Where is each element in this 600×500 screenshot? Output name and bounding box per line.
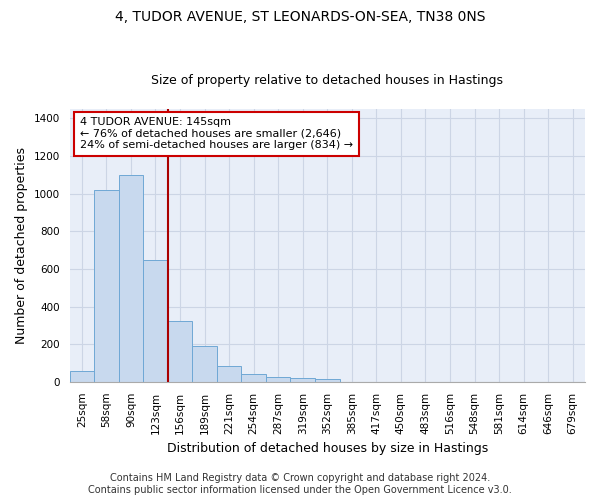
Bar — [192, 346, 217, 382]
Bar — [266, 377, 290, 382]
Bar — [94, 190, 119, 382]
Text: Contains HM Land Registry data © Crown copyright and database right 2024.
Contai: Contains HM Land Registry data © Crown c… — [88, 474, 512, 495]
Bar — [241, 374, 266, 382]
Bar — [290, 378, 315, 382]
Title: Size of property relative to detached houses in Hastings: Size of property relative to detached ho… — [151, 74, 503, 87]
Bar — [119, 175, 143, 382]
Bar — [168, 320, 192, 382]
Y-axis label: Number of detached properties: Number of detached properties — [15, 147, 28, 344]
X-axis label: Distribution of detached houses by size in Hastings: Distribution of detached houses by size … — [167, 442, 488, 455]
Text: 4, TUDOR AVENUE, ST LEONARDS-ON-SEA, TN38 0NS: 4, TUDOR AVENUE, ST LEONARDS-ON-SEA, TN3… — [115, 10, 485, 24]
Bar — [217, 366, 241, 382]
Text: 4 TUDOR AVENUE: 145sqm
← 76% of detached houses are smaller (2,646)
24% of semi-: 4 TUDOR AVENUE: 145sqm ← 76% of detached… — [80, 117, 353, 150]
Bar — [70, 372, 94, 382]
Bar — [143, 260, 168, 382]
Bar — [315, 380, 340, 382]
